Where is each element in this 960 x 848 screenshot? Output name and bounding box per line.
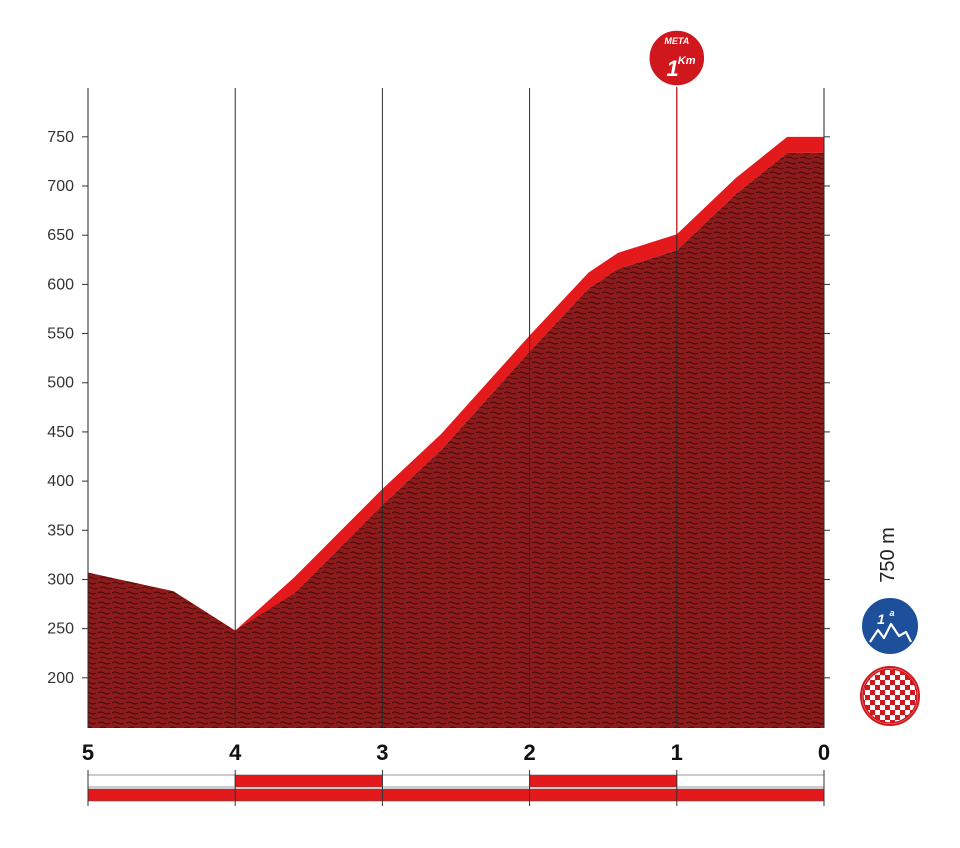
y-tick-label: 700 bbox=[47, 178, 74, 195]
km-gridlines bbox=[87, 88, 825, 728]
y-tick-label: 250 bbox=[47, 621, 74, 638]
progress-segment-top bbox=[676, 774, 825, 788]
x-tick-label: 0 bbox=[818, 740, 830, 765]
y-tick-label: 300 bbox=[47, 571, 74, 588]
progress-segment-bottom bbox=[234, 788, 383, 802]
progress-segment-top bbox=[87, 774, 236, 788]
y-tick-label: 550 bbox=[47, 326, 74, 343]
y-tick-label: 200 bbox=[47, 670, 74, 687]
side-panel: 750 m 1 a bbox=[860, 527, 920, 726]
y-tick-label: 600 bbox=[47, 276, 74, 293]
progress-segment-bottom bbox=[529, 788, 678, 802]
category-badge: 1 a bbox=[860, 596, 920, 656]
finish-marker-word: META bbox=[664, 36, 689, 46]
finish-marker-badge bbox=[648, 29, 706, 87]
progress-segment-top bbox=[234, 774, 383, 788]
summit-altitude-label: 750 m bbox=[877, 527, 899, 583]
finish-marker: META 1 Km bbox=[648, 29, 706, 235]
profile-area bbox=[88, 152, 824, 729]
x-tick-label: 1 bbox=[671, 740, 683, 765]
finish-marker-number: 1 bbox=[667, 56, 679, 81]
checkered-flag-icon bbox=[860, 666, 920, 726]
progress-segment-bottom bbox=[382, 788, 530, 802]
progress-segment-top bbox=[382, 774, 530, 788]
y-tick-label: 400 bbox=[47, 473, 74, 490]
x-tick-label: 4 bbox=[229, 740, 242, 765]
y-tick-label: 750 bbox=[47, 129, 74, 146]
y-tick-label: 650 bbox=[47, 227, 74, 244]
progress-segment-bottom bbox=[87, 788, 236, 802]
category-badge-suffix: a bbox=[889, 608, 894, 618]
mountain-icon bbox=[869, 622, 912, 643]
finish-marker-unit: Km bbox=[678, 55, 696, 67]
progress-segment-bottom bbox=[676, 788, 825, 802]
progress-segment-top bbox=[529, 774, 678, 788]
x-tick-label: 5 bbox=[82, 740, 94, 765]
x-tick-label: 2 bbox=[523, 740, 535, 765]
x-tick-label: 3 bbox=[376, 740, 388, 765]
y-tick-label: 350 bbox=[47, 522, 74, 539]
x-axis: 5 4 3 2 1 0 bbox=[82, 740, 830, 765]
distance-progress-bar bbox=[87, 770, 825, 806]
y-tick-label: 450 bbox=[47, 424, 74, 441]
category-badge-number: 1 bbox=[877, 611, 885, 627]
y-tick-label: 500 bbox=[47, 375, 74, 392]
y-axis: 200 250 300 350 400 450 500 550 600 650 700 750 bbox=[47, 129, 830, 687]
